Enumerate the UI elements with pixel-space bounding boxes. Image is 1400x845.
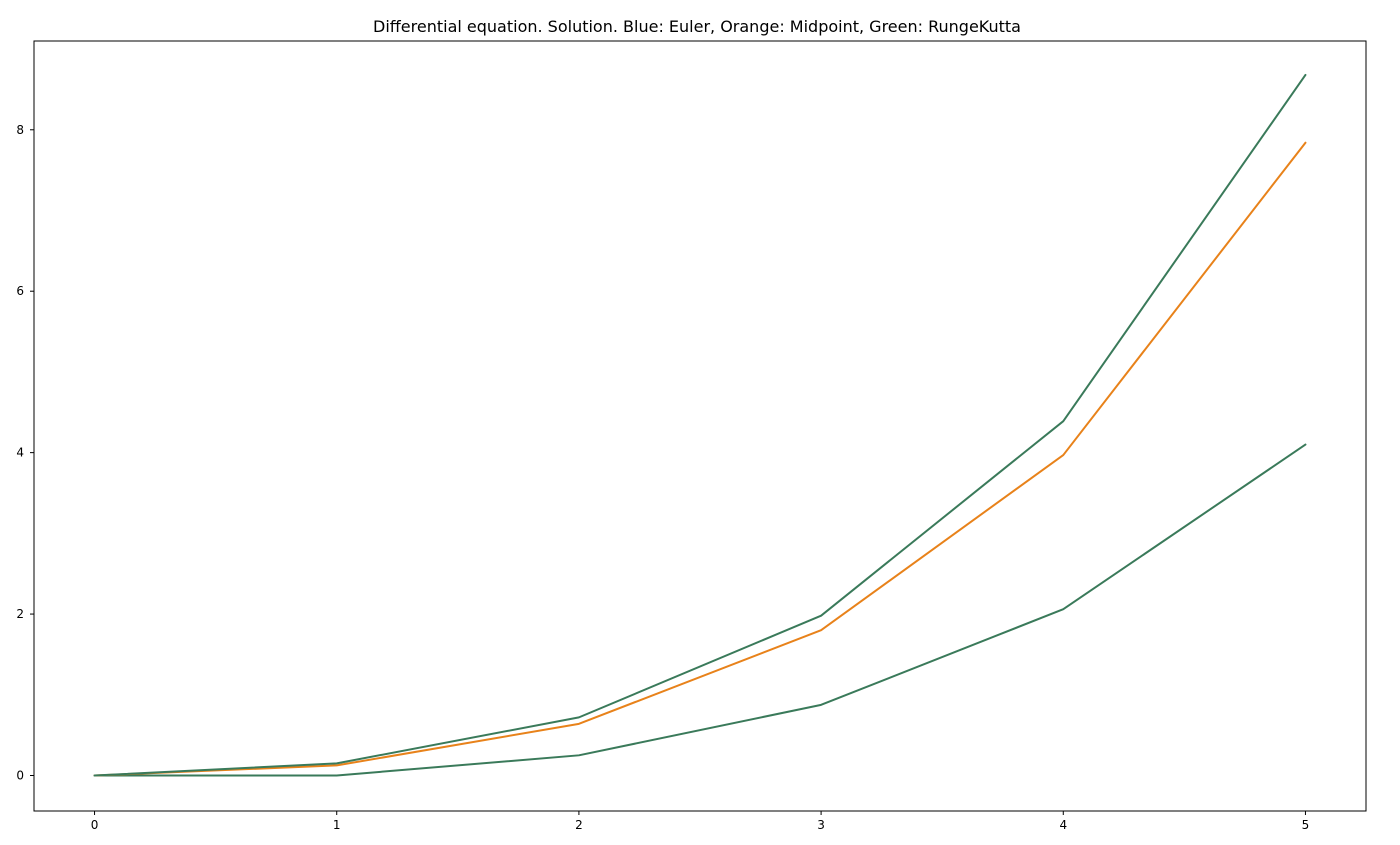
y-tick-label: 8 (16, 123, 24, 137)
y-tick-label: 2 (16, 607, 24, 621)
series-line-3 (93, 73, 1307, 777)
y-tick-label: 0 (16, 768, 24, 782)
y-tick-label: 6 (16, 284, 24, 298)
x-tick-label: 0 (91, 818, 99, 832)
x-axis: 0 1 2 3 4 5 (91, 811, 1310, 832)
x-tick-label: 2 (575, 818, 583, 832)
x-tick-label: 3 (817, 818, 825, 832)
plot-area-frame (33, 40, 1367, 812)
series-line-1 (93, 443, 1307, 777)
y-tick-label: 4 (16, 446, 24, 460)
y-axis: 0 2 4 6 8 (16, 123, 34, 782)
series-layer (93, 73, 1307, 777)
chart-title: Differential equation. Solution. Blue: E… (373, 17, 1021, 36)
x-tick-label: 1 (333, 818, 341, 832)
x-tick-label: 4 (1059, 818, 1067, 832)
x-tick-label: 5 (1302, 818, 1310, 832)
series-line-2 (93, 141, 1307, 777)
